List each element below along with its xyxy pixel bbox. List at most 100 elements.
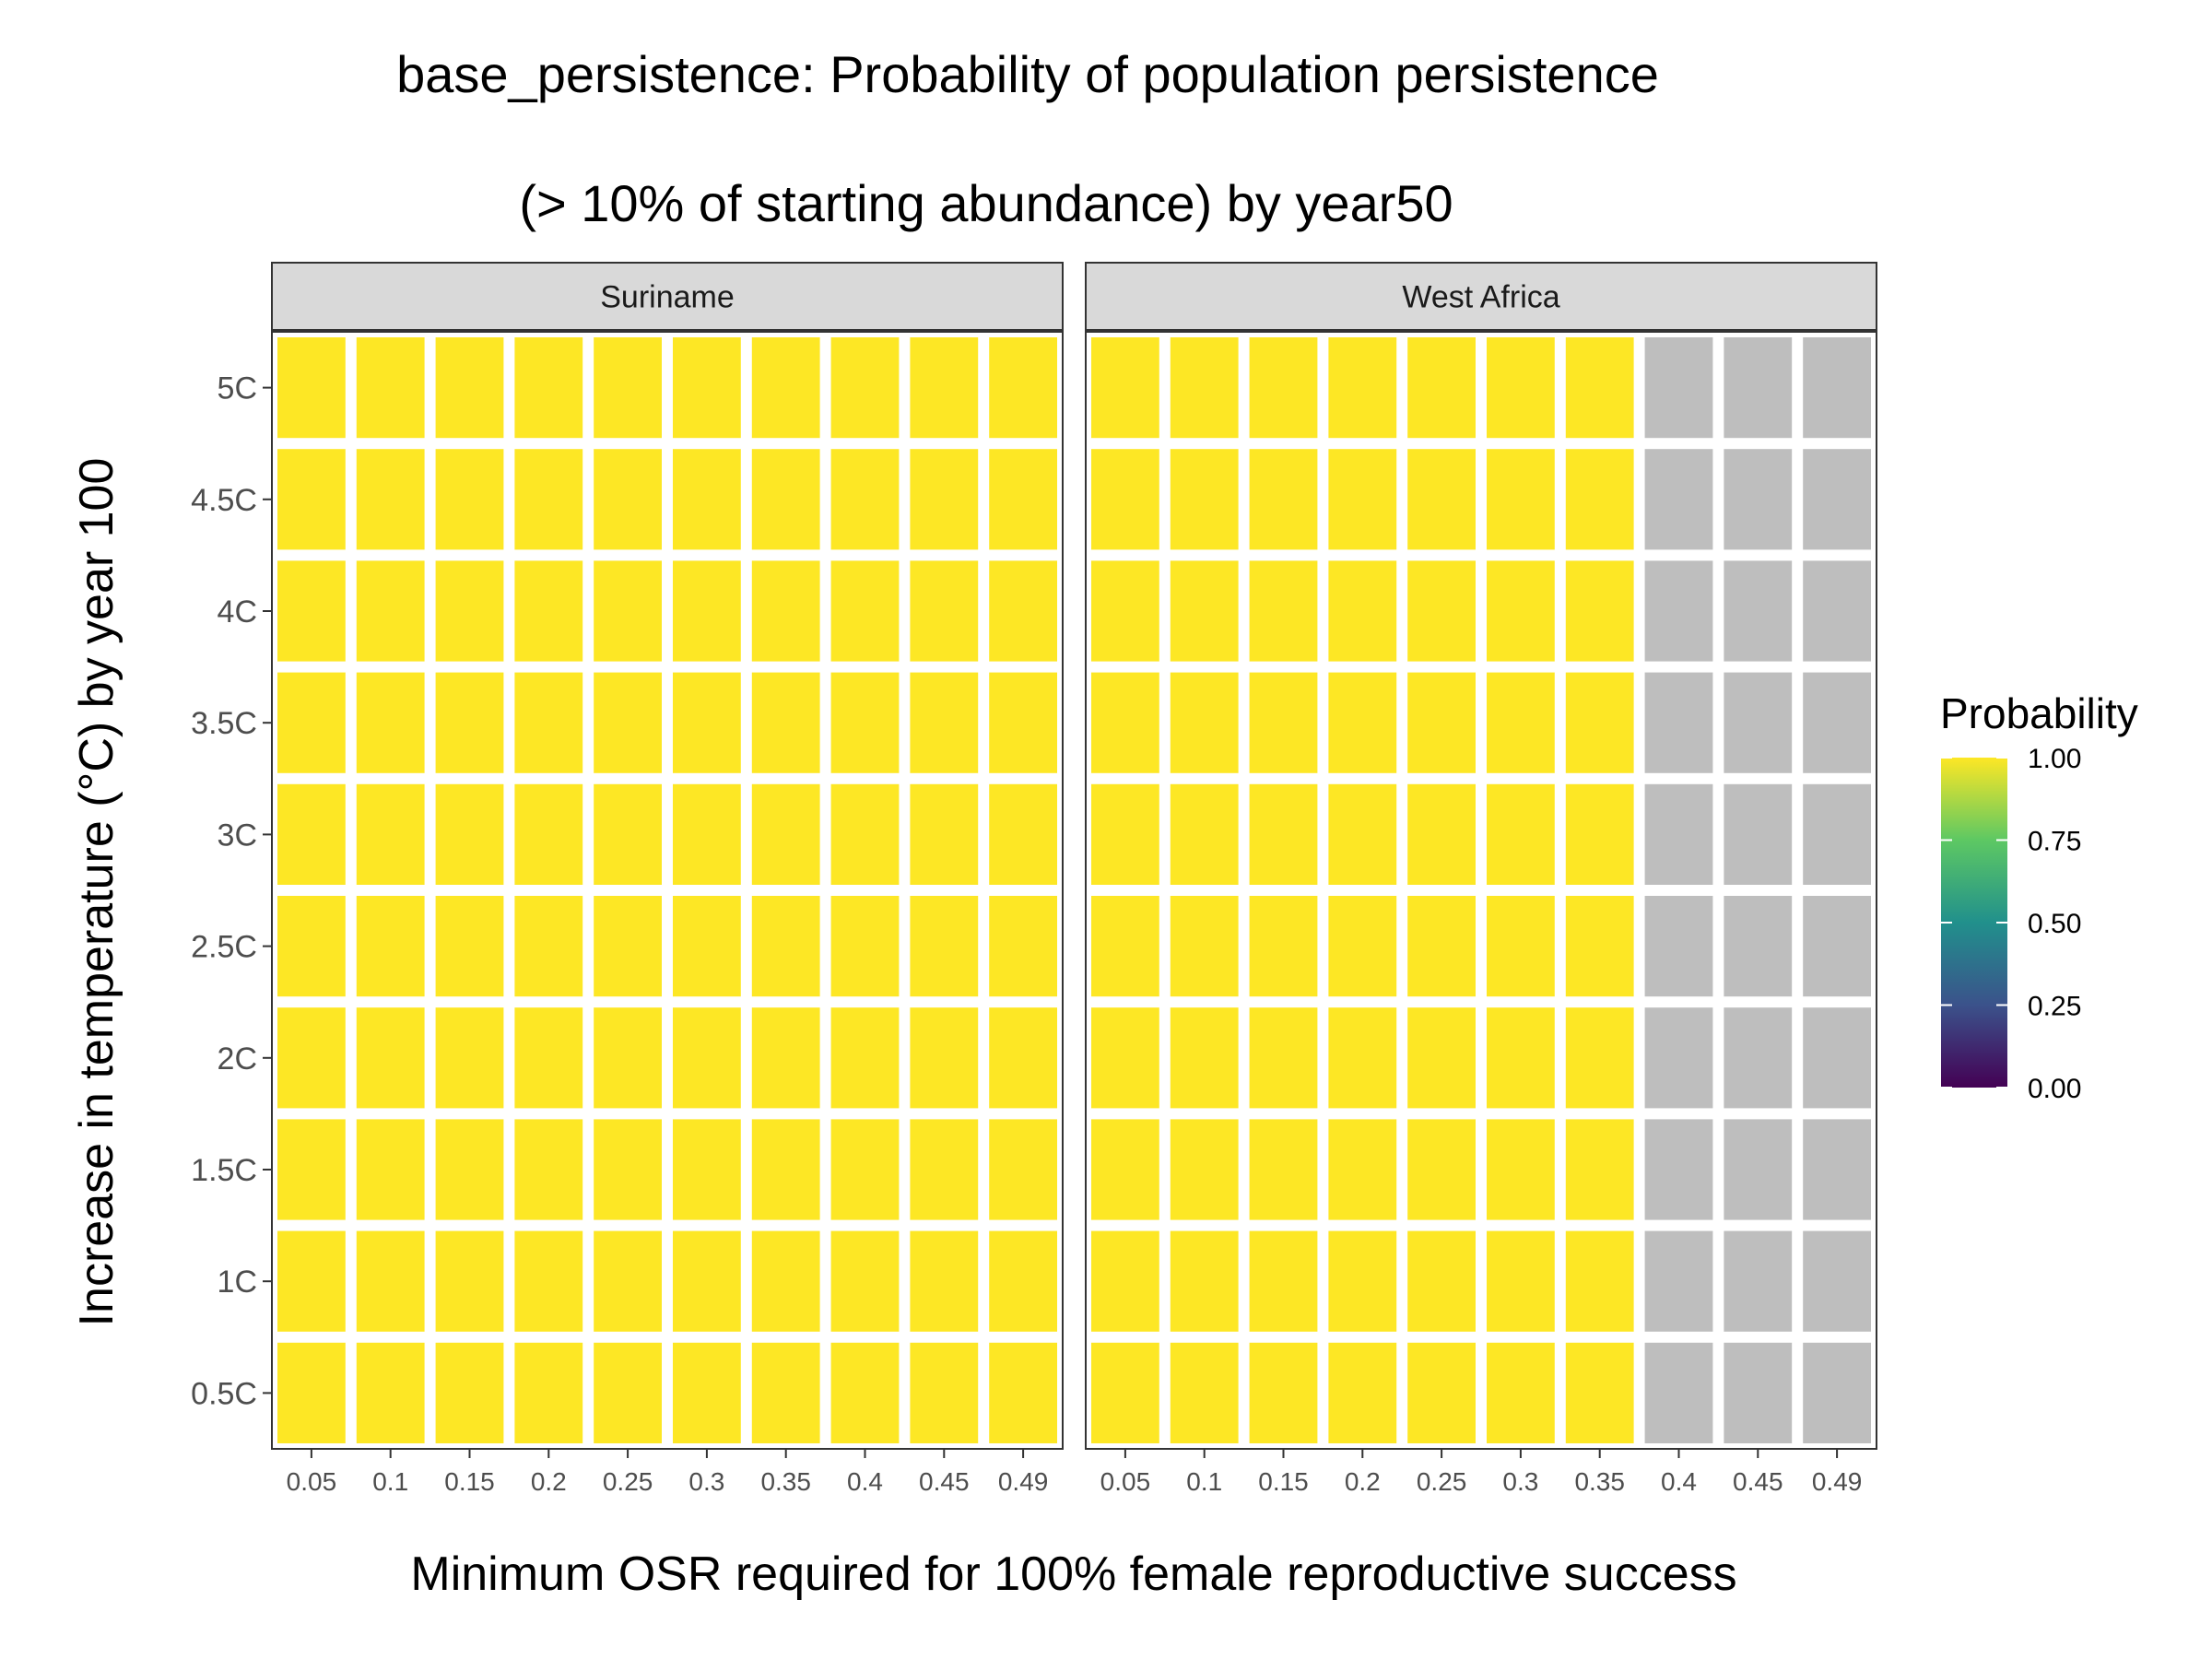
heatmap-tile [989, 337, 1057, 439]
heatmap-tile [1803, 1230, 1871, 1332]
heatmap-tile [1091, 560, 1159, 662]
x-tick-label: 0.25 [603, 1467, 653, 1496]
heatmap-tile [435, 672, 504, 773]
heatmap-tile [989, 1119, 1057, 1220]
y-tick-label: 1C [218, 1265, 257, 1300]
heatmap-tile [594, 449, 662, 550]
heatmap-tile [989, 560, 1057, 662]
heatmap-tile [1724, 337, 1793, 439]
heatmap-tile [277, 449, 346, 550]
y-tick-label: 0.5C [191, 1376, 257, 1411]
heatmap-tile [1170, 449, 1239, 550]
heatmap-tile [1644, 783, 1713, 885]
heatmap-tile [1170, 672, 1239, 773]
heatmap-tile [277, 1230, 346, 1332]
heatmap-tile [1565, 337, 1634, 439]
x-axis-title: Minimum OSR required for 100% female rep… [410, 1547, 1736, 1601]
heatmap-tile [1170, 896, 1239, 997]
heatmap-tile [1407, 783, 1476, 885]
heatmap-tile [1328, 560, 1397, 662]
heatmap-tile [989, 896, 1057, 997]
heatmap-tile [1328, 1119, 1397, 1220]
heatmap-tile [1249, 449, 1318, 550]
panel-border [1085, 331, 1877, 1450]
heatmap-tile [1328, 896, 1397, 997]
heatmap-tile [356, 896, 425, 997]
heatmap-tile [356, 449, 425, 550]
heatmap-tile [1328, 1007, 1397, 1109]
heatmap-tile [1803, 672, 1871, 773]
x-tick-label: 0.05 [1100, 1467, 1151, 1496]
legend-ticks: 0.00 0.25 0.50 0.75 1.00 [1941, 744, 2081, 1104]
facet-strip [1085, 262, 1877, 331]
heatmap-tile [910, 337, 979, 439]
heatmap-tile [594, 1007, 662, 1109]
x-tick-label: 0.3 [688, 1467, 724, 1496]
heatmap-tile [751, 672, 820, 773]
heatmap-tile [1803, 1342, 1871, 1443]
heatmap-tile [1249, 1230, 1318, 1332]
heatmap-tile [1487, 672, 1555, 773]
heatmap-tile [1803, 783, 1871, 885]
heatmap-tile [1724, 449, 1793, 550]
heatmap-tile [989, 783, 1057, 885]
heatmap-tile [1407, 1119, 1476, 1220]
y-tick-label: 3C [218, 818, 257, 853]
heatmap-tile [1328, 337, 1397, 439]
heatmap-tile [1487, 896, 1555, 997]
facet-strip-label: Suriname [600, 280, 735, 315]
heatmap-tile [751, 337, 820, 439]
heatmap-tile [1724, 1342, 1793, 1443]
heatmap-tile [1803, 337, 1871, 439]
heatmap-tile [435, 1342, 504, 1443]
heatmap-tile [1724, 896, 1793, 997]
heatmap-tile [910, 560, 979, 662]
x-tick-label: 0.3 [1502, 1467, 1538, 1496]
heatmap-tile [1565, 672, 1634, 773]
heatmap-tile [1487, 1119, 1555, 1220]
heatmap-tile [1170, 1119, 1239, 1220]
heatmap-tile [356, 1007, 425, 1109]
heatmap-tile [435, 896, 504, 997]
heatmap-tile [1565, 1007, 1634, 1109]
heatmap-tile [594, 783, 662, 885]
heatmap-tile [1724, 1007, 1793, 1109]
heatmap-tile [1091, 337, 1159, 439]
legend-tick-label: 0.25 [2028, 992, 2081, 1022]
heatmap-tile [594, 672, 662, 773]
heatmap-tile [1091, 1007, 1159, 1109]
heatmap-tile [1091, 783, 1159, 885]
heatmap-tile [673, 1342, 741, 1443]
y-tick-label: 4.5C [191, 483, 257, 518]
heatmap-tile [1091, 1342, 1159, 1443]
heatmap-tile [1487, 783, 1555, 885]
heatmap-tile [1724, 1119, 1793, 1220]
heatmap-tile [1724, 672, 1793, 773]
x-tick-label: 0.1 [372, 1467, 408, 1496]
heatmap-tile [594, 560, 662, 662]
y-tick-label: 2C [218, 1041, 257, 1077]
heatmap-tile [356, 560, 425, 662]
heatmap-tile [1644, 672, 1713, 773]
heatmap-tile [594, 896, 662, 997]
heatmap-tile [673, 1230, 741, 1332]
x-tick-label: 0.05 [287, 1467, 337, 1496]
heatmap-tile [1724, 560, 1793, 662]
heatmap-tile [1407, 449, 1476, 550]
heatmap-tile [1565, 896, 1634, 997]
heatmap-tile [673, 1007, 741, 1109]
heatmap-tile [1724, 1230, 1793, 1332]
heatmap-tile [277, 672, 346, 773]
heatmap-tile [989, 1230, 1057, 1332]
heatmap-tile [910, 1230, 979, 1332]
heatmap-tile [830, 783, 900, 885]
heatmap-tile [514, 337, 583, 439]
heatmap-tile [830, 1007, 900, 1109]
heatmap-tile [1487, 1007, 1555, 1109]
heatmap-tile [1644, 560, 1713, 662]
heatmap-tile [1565, 1230, 1634, 1332]
heatmap-tile [277, 1007, 346, 1109]
heatmap-tile [989, 449, 1057, 550]
